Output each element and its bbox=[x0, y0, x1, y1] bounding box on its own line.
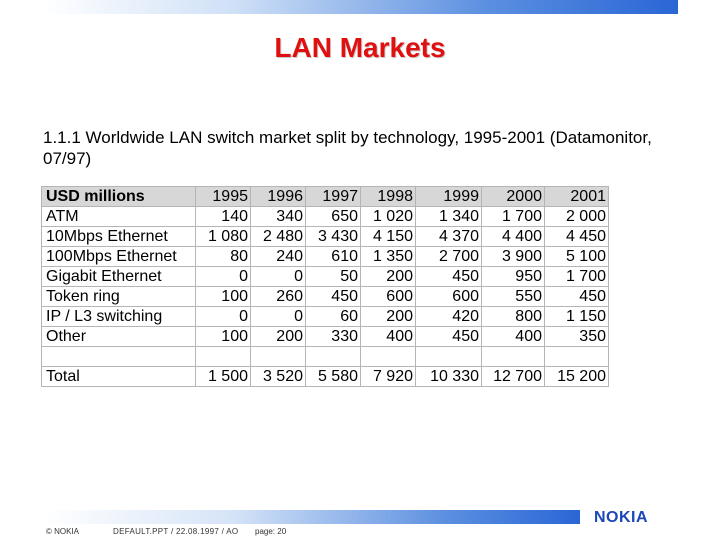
row-label-cell: 10Mbps Ethernet bbox=[41, 226, 196, 247]
nokia-logo: NOKIA bbox=[594, 509, 649, 526]
value-cell: 5 100 bbox=[544, 246, 609, 267]
market-table: USD millions 1995 1996 1997 1998 1999 2000 2001… bbox=[41, 186, 609, 387]
footer-copyright: © NOKIA bbox=[46, 527, 80, 536]
value-cell: 1995 bbox=[195, 186, 251, 207]
value-cell: 1 340 bbox=[415, 206, 482, 227]
value-cell: 1 080 bbox=[195, 226, 251, 247]
value-cell: 4 370 bbox=[415, 226, 482, 247]
value-cell: 200 bbox=[360, 306, 416, 327]
slide-subtitle: 1.1.1 Worldwide LAN switch market split … bbox=[43, 128, 652, 168]
value-cell: 5 580 bbox=[305, 366, 361, 387]
value-cell: 1 150 bbox=[544, 306, 609, 327]
empty-cell bbox=[360, 346, 416, 367]
value-cell: 450 bbox=[544, 286, 609, 307]
table-row: ATM 140 340 650 1 020 1 340 1 700 2 000 bbox=[41, 206, 609, 227]
value-cell: 3 900 bbox=[481, 246, 545, 267]
value-cell: 1996 bbox=[250, 186, 306, 207]
empty-cell bbox=[544, 346, 609, 367]
value-cell: 1997 bbox=[305, 186, 361, 207]
value-cell: 1998 bbox=[360, 186, 416, 207]
table-row: Token ring 100 260 450 600 600 550 450 bbox=[41, 286, 609, 307]
value-cell: 200 bbox=[360, 266, 416, 287]
table-total-row: Total 1 500 3 520 5 580 7 920 10 330 12 700 15 … bbox=[41, 366, 609, 387]
value-cell: 2001 bbox=[544, 186, 609, 207]
table-row: 100Mbps Ethernet 80 240 610 1 350 2 700 3 900 5… bbox=[41, 246, 609, 267]
row-label-cell: 100Mbps Ethernet bbox=[41, 246, 196, 267]
value-cell: 140 bbox=[195, 206, 251, 227]
footer-page-number: page: 20 bbox=[255, 527, 287, 536]
value-cell: 4 400 bbox=[481, 226, 545, 247]
value-cell: 2000 bbox=[481, 186, 545, 207]
empty-cell bbox=[305, 346, 361, 367]
value-cell: 1 700 bbox=[481, 206, 545, 227]
empty-cell bbox=[481, 346, 545, 367]
row-label-cell: Other bbox=[41, 326, 196, 347]
value-cell: 80 bbox=[195, 246, 251, 267]
value-cell: 340 bbox=[250, 206, 306, 227]
footer-gradient-bar bbox=[44, 510, 580, 524]
row-label-cell: USD millions bbox=[41, 186, 196, 207]
value-cell: 0 bbox=[195, 266, 251, 287]
table-header-row: USD millions 1995 1996 1997 1998 1999 2000 2001 bbox=[41, 186, 609, 207]
value-cell: 0 bbox=[195, 306, 251, 327]
value-cell: 330 bbox=[305, 326, 361, 347]
value-cell: 2 000 bbox=[544, 206, 609, 227]
table-row: Gigabit Ethernet 0 0 50 200 450 950 1 700 bbox=[41, 266, 609, 287]
value-cell: 12 700 bbox=[481, 366, 545, 387]
value-cell: 950 bbox=[481, 266, 545, 287]
value-cell: 0 bbox=[250, 306, 306, 327]
value-cell: 1 350 bbox=[360, 246, 416, 267]
row-label-cell: IP / L3 switching bbox=[41, 306, 196, 327]
value-cell: 1 500 bbox=[195, 366, 251, 387]
table-spacer-row bbox=[41, 346, 609, 367]
table-row: IP / L3 switching 0 0 60 200 420 800 1 150 bbox=[41, 306, 609, 327]
value-cell: 3 430 bbox=[305, 226, 361, 247]
value-cell: 100 bbox=[195, 326, 251, 347]
empty-cell bbox=[250, 346, 306, 367]
top-gradient-bar bbox=[44, 0, 678, 14]
value-cell: 600 bbox=[360, 286, 416, 307]
value-cell: 2 700 bbox=[415, 246, 482, 267]
table-row: 10Mbps Ethernet 1 080 2 480 3 430 4 150 4 370… bbox=[41, 226, 609, 247]
row-label-cell: Gigabit Ethernet bbox=[41, 266, 196, 287]
value-cell: 450 bbox=[415, 326, 482, 347]
value-cell: 60 bbox=[305, 306, 361, 327]
table-row: Other 100 200 330 400 450 400 350 bbox=[41, 326, 609, 347]
value-cell: 800 bbox=[481, 306, 545, 327]
value-cell: 260 bbox=[250, 286, 306, 307]
value-cell: 350 bbox=[544, 326, 609, 347]
value-cell: 400 bbox=[360, 326, 416, 347]
value-cell: 4 150 bbox=[360, 226, 416, 247]
value-cell: 400 bbox=[481, 326, 545, 347]
value-cell: 7 920 bbox=[360, 366, 416, 387]
value-cell: 4 450 bbox=[544, 226, 609, 247]
value-cell: 650 bbox=[305, 206, 361, 227]
value-cell: 450 bbox=[415, 266, 482, 287]
empty-cell bbox=[195, 346, 251, 367]
value-cell: 15 200 bbox=[544, 366, 609, 387]
value-cell: 550 bbox=[481, 286, 545, 307]
value-cell: 1999 bbox=[415, 186, 482, 207]
value-cell: 450 bbox=[305, 286, 361, 307]
value-cell: 1 020 bbox=[360, 206, 416, 227]
empty-cell bbox=[415, 346, 482, 367]
row-label-cell: Total bbox=[41, 366, 196, 387]
empty-cell bbox=[41, 346, 196, 367]
value-cell: 600 bbox=[415, 286, 482, 307]
value-cell: 50 bbox=[305, 266, 361, 287]
value-cell: 100 bbox=[195, 286, 251, 307]
row-label-cell: ATM bbox=[41, 206, 196, 227]
value-cell: 1 700 bbox=[544, 266, 609, 287]
value-cell: 240 bbox=[250, 246, 306, 267]
value-cell: 0 bbox=[250, 266, 306, 287]
value-cell: 2 480 bbox=[250, 226, 306, 247]
footer-document-info: DEFAULT.PPT / 22.08.1997 / AO bbox=[113, 527, 239, 536]
value-cell: 10 330 bbox=[415, 366, 482, 387]
value-cell: 420 bbox=[415, 306, 482, 327]
value-cell: 610 bbox=[305, 246, 361, 267]
slide-title: LAN Markets bbox=[274, 32, 446, 63]
value-cell: 200 bbox=[250, 326, 306, 347]
row-label-cell: Token ring bbox=[41, 286, 196, 307]
value-cell: 3 520 bbox=[250, 366, 306, 387]
